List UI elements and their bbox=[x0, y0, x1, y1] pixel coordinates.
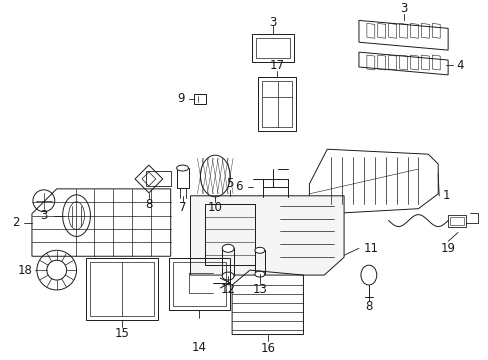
Text: 10: 10 bbox=[207, 201, 222, 214]
Text: 3: 3 bbox=[268, 16, 276, 29]
Text: 3: 3 bbox=[399, 2, 407, 15]
Text: 19: 19 bbox=[440, 242, 455, 255]
Polygon shape bbox=[190, 196, 344, 275]
Text: 8: 8 bbox=[145, 198, 152, 211]
Ellipse shape bbox=[254, 271, 264, 277]
Ellipse shape bbox=[222, 244, 234, 252]
Text: 17: 17 bbox=[269, 59, 284, 72]
Text: 9: 9 bbox=[177, 92, 184, 105]
Text: 5: 5 bbox=[226, 177, 233, 190]
Text: 14: 14 bbox=[191, 341, 206, 354]
Bar bbox=[254, 250, 264, 274]
Bar bbox=[194, 94, 206, 104]
Text: 7: 7 bbox=[179, 201, 186, 214]
Text: 1: 1 bbox=[442, 189, 449, 202]
Text: 12: 12 bbox=[220, 283, 235, 296]
Text: 4: 4 bbox=[455, 59, 463, 72]
Bar bbox=[449, 217, 463, 225]
Text: 13: 13 bbox=[252, 283, 267, 296]
Text: 18: 18 bbox=[18, 264, 32, 276]
Bar bbox=[447, 215, 465, 226]
Bar bbox=[145, 171, 170, 186]
Bar bbox=[168, 258, 230, 310]
Bar bbox=[205, 204, 254, 265]
Text: 16: 16 bbox=[260, 342, 275, 355]
Bar bbox=[222, 248, 234, 276]
Text: 6: 6 bbox=[235, 180, 243, 193]
Bar bbox=[172, 262, 226, 306]
Ellipse shape bbox=[222, 272, 234, 280]
Bar bbox=[86, 258, 158, 320]
Bar bbox=[176, 168, 188, 188]
Ellipse shape bbox=[254, 247, 264, 253]
Text: 8: 8 bbox=[365, 300, 372, 313]
Bar bbox=[90, 262, 154, 316]
Ellipse shape bbox=[176, 165, 188, 171]
Text: 3: 3 bbox=[40, 209, 47, 222]
Text: 15: 15 bbox=[115, 327, 129, 340]
Text: 11: 11 bbox=[363, 242, 378, 255]
Text: 2: 2 bbox=[12, 216, 20, 229]
